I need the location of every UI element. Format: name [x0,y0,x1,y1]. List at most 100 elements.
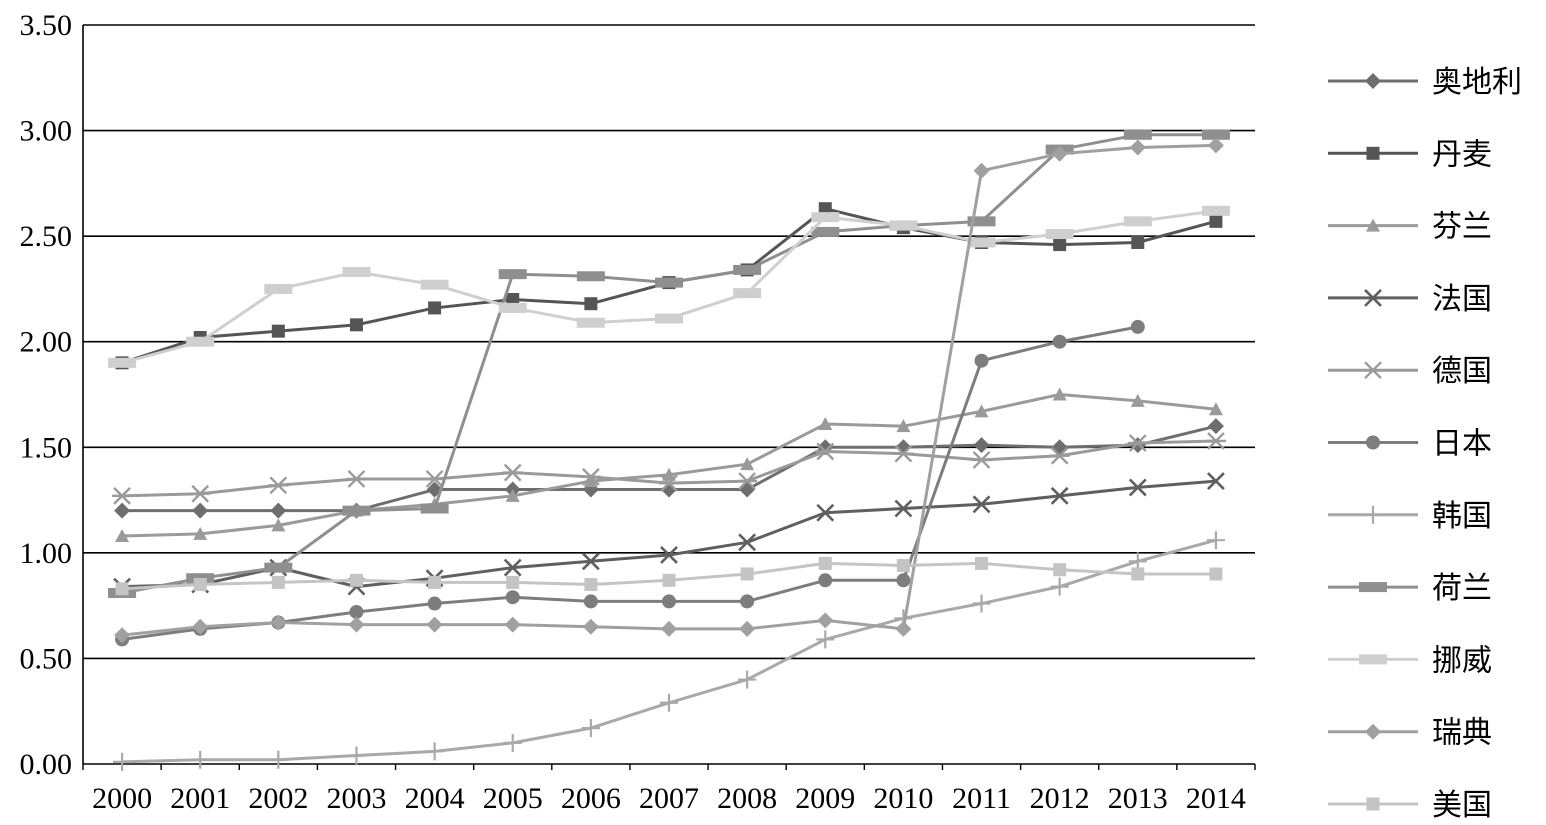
data-point [584,578,598,592]
data-point [816,630,835,649]
data-point [1208,402,1223,416]
data-point [660,546,678,564]
data-point [1209,214,1223,228]
legend-marker [1365,73,1381,89]
legend-marker [1366,146,1380,160]
data-point [504,616,521,633]
series-3 [115,387,1223,542]
x-tick-label: 2005 [483,782,543,815]
data-point [581,552,600,571]
legend-marker [1366,218,1380,232]
legend-label: 奥地利 [1432,65,1522,100]
legend-item: 法国 [1328,282,1492,317]
data-point [662,467,676,481]
data-point [506,292,520,306]
marker-stroke [660,546,678,564]
legend-item: 丹麦 [1328,137,1492,172]
data-point [973,437,990,454]
data-point [1045,229,1074,240]
data-point [896,559,910,573]
x-tick-label: 2003 [326,782,386,815]
series-line [121,325,1139,641]
x-tick-label: 2001 [170,782,230,815]
data-point [1049,446,1070,465]
data-point [1051,439,1068,456]
data-point [894,499,913,518]
legend-item: 德国 [1328,354,1492,389]
data-point [115,528,130,542]
data-point [1130,319,1145,334]
data-point [270,614,287,631]
series-line [122,538,1217,764]
data-point [889,220,918,231]
data-point [271,575,285,589]
data-point [271,518,286,532]
x-tick-label: 2000 [92,782,152,815]
data-point [740,567,754,581]
x-tick-label: 2007 [639,782,699,815]
data-point [1201,205,1230,216]
data-point [190,484,211,503]
y-tick-label: 0.50 [20,642,73,675]
legend-marker [1366,797,1380,811]
data-point [818,556,832,570]
data-point [424,470,445,488]
legend-label: 芬兰 [1432,210,1492,245]
legend-item: 芬兰 [1328,210,1492,245]
legend-item: 荷兰 [1328,571,1492,606]
data-point [973,162,990,179]
data-point [733,288,762,299]
data-point [660,693,678,712]
legend-item: 韩国 [1328,499,1492,534]
series-9 [108,205,1230,368]
data-point [1207,418,1224,435]
data-point [420,503,449,514]
data-point [113,752,132,771]
data-point [264,283,293,294]
marker-stroke [1207,472,1225,490]
legend-marker [1363,361,1383,380]
data-point [186,336,215,347]
data-point [112,487,133,505]
data-point [737,472,758,490]
legend-label: 美国 [1432,788,1492,823]
x-tick-label: 2008 [717,782,777,815]
series-5 [112,432,1226,505]
x-tick-label: 2004 [405,782,465,815]
x-tick-label: 2009 [795,782,855,815]
data-point [1053,563,1067,577]
data-point [975,556,989,570]
data-point [347,746,366,765]
data-point [428,575,442,589]
data-point [580,467,601,486]
data-point [576,317,605,328]
x-tick-label: 2002 [248,782,308,815]
y-tick-label: 3.50 [20,9,73,42]
data-point [425,742,444,761]
data-point [1128,478,1147,497]
data-point [1050,486,1069,505]
data-point [811,212,840,223]
data-point [192,618,209,635]
data-point [896,419,911,433]
data-point [420,279,449,290]
legend-marker [1359,654,1387,665]
data-point [342,505,371,516]
y-tick-label: 1.50 [20,431,73,464]
data-point [1205,432,1226,450]
data-point [967,216,996,227]
series-10 [114,137,1224,644]
data-point [818,573,833,588]
data-point [739,481,756,498]
marker-stroke [503,558,522,577]
legend-item: 奥地利 [1328,65,1522,100]
data-point [502,463,523,482]
data-point [895,620,912,637]
marker-stroke [816,503,835,522]
data-point [583,594,598,609]
data-point [108,357,137,368]
data-point [1123,216,1152,227]
data-point [740,594,755,609]
data-point [115,582,129,596]
y-tick-label: 0.00 [20,748,73,781]
